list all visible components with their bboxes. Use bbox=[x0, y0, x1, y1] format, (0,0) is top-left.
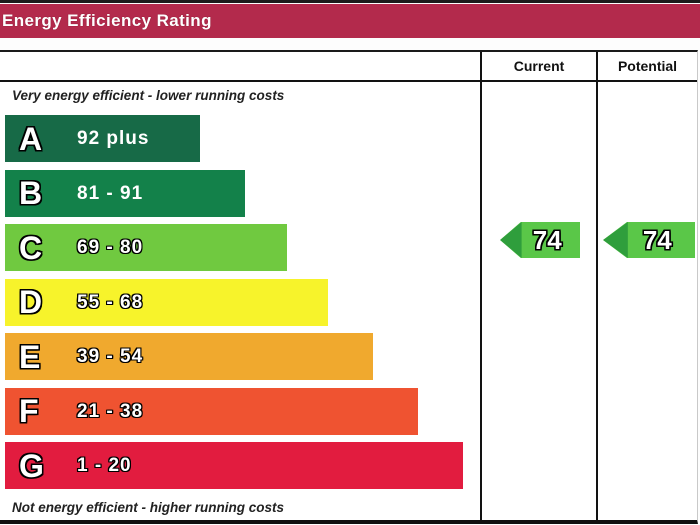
band-c: C 69 - 80 bbox=[5, 224, 287, 271]
band-letter: A bbox=[19, 120, 43, 157]
band-d: D 55 - 68 bbox=[5, 278, 328, 326]
band-f: F 21 - 38 bbox=[5, 387, 418, 435]
band-e: E 39 - 54 bbox=[5, 333, 373, 380]
table-header-row: Current Potential bbox=[0, 52, 697, 82]
current-rating-arrow: 74 bbox=[500, 222, 580, 258]
page-title: Energy Efficiency Rating bbox=[2, 11, 212, 30]
band-letter: E bbox=[19, 338, 41, 375]
band-letter: B bbox=[19, 175, 43, 211]
band-range: 1 - 20 bbox=[77, 455, 132, 476]
potential-rating-arrow: 74 bbox=[603, 222, 695, 258]
band-letter: D bbox=[19, 284, 43, 320]
potential-rating-value: 74 bbox=[642, 225, 672, 255]
band-letter: F bbox=[19, 393, 39, 429]
band-a: A 92 plus bbox=[5, 115, 200, 162]
band-range: 55 - 68 bbox=[77, 291, 144, 313]
band-letter: G bbox=[19, 447, 44, 484]
current-column-divider bbox=[480, 52, 482, 520]
band-b: B 81 - 91 bbox=[5, 169, 245, 217]
rating-table: Current Potential Very energy efficient … bbox=[0, 50, 698, 524]
band-range: 69 - 80 bbox=[77, 237, 144, 258]
band-range: 21 - 38 bbox=[77, 400, 144, 422]
column-header-potential: Potential bbox=[617, 58, 678, 74]
band-g: G 1 - 20 bbox=[5, 442, 463, 489]
potential-column-divider bbox=[596, 52, 598, 520]
band-range: 81 - 91 bbox=[77, 182, 144, 204]
band-letter: C bbox=[19, 229, 43, 266]
top-border-line bbox=[0, 0, 700, 3]
title-bar: Energy Efficiency Rating bbox=[0, 4, 700, 38]
band-range: 39 - 54 bbox=[77, 346, 144, 367]
column-header-current: Current bbox=[513, 58, 565, 74]
top-note: Very energy efficient - lower running co… bbox=[12, 88, 285, 103]
current-rating-value: 74 bbox=[532, 225, 562, 255]
bottom-note: Not energy efficient - higher running co… bbox=[12, 500, 285, 515]
band-range: 92 plus bbox=[77, 128, 150, 149]
